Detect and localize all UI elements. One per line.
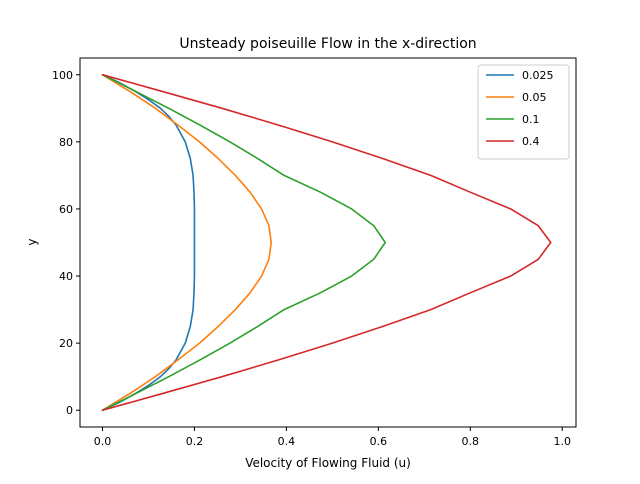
series-line-1 [101,73,273,412]
x-tick-label: 0.0 [94,435,112,448]
x-axis-label: Velocity of Flowing Fluid (u) [245,456,411,470]
y-tick-label: 60 [59,203,73,216]
legend: 0.025 0.05 0.1 0.4 [477,64,570,160]
legend-box [477,64,570,160]
plot-area-frame [79,57,577,428]
legend-label-0: 0.025 [522,69,554,82]
y-tick-label: 0 [66,404,73,417]
x-tick-label: 0.2 [186,435,204,448]
y-tick-label: 80 [59,136,73,149]
series-line-3 [101,73,552,412]
x-tick-label: 0.6 [370,435,388,448]
legend-label-1: 0.05 [522,91,547,104]
series-lines [101,73,552,412]
y-tick-label: 40 [59,270,73,283]
x-tick-label: 1.0 [553,435,571,448]
series-line-2 [101,73,387,412]
chart-title: Unsteady poiseuille Flow in the x-direct… [179,36,476,52]
series-line-0 [101,73,196,412]
y-axis-label: y [25,238,39,245]
x-tick-label: 0.8 [462,435,480,448]
x-tick-label: 0.4 [278,435,296,448]
y-tick-label: 20 [59,337,73,350]
y-tick-label: 100 [52,69,73,82]
legend-label-2: 0.1 [522,113,540,126]
legend-label-3: 0.4 [522,135,540,148]
axis-ticks: 0.0 0.2 0.4 0.6 0.8 1.0 0 20 40 60 80 100 [52,69,571,448]
